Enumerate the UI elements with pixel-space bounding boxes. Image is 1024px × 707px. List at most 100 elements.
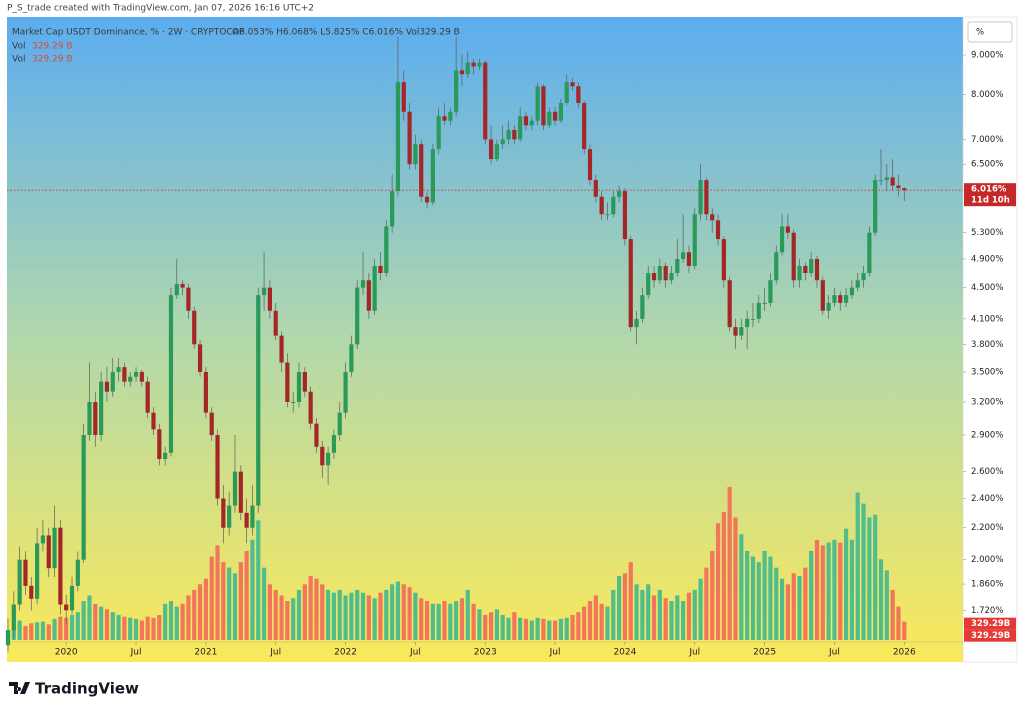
volume-bar xyxy=(145,616,150,640)
volume-bar xyxy=(390,584,395,640)
volume-bar xyxy=(75,612,80,640)
volume-bar xyxy=(558,618,563,640)
candle-body xyxy=(762,302,767,304)
volume-bar xyxy=(494,609,499,640)
candle-body xyxy=(337,412,342,436)
candle-body xyxy=(314,423,319,447)
candle-body xyxy=(448,111,453,121)
candle-body xyxy=(698,180,703,215)
candle-body xyxy=(390,191,395,227)
y-tick-label: 4.100% xyxy=(971,314,1003,324)
candle-body xyxy=(17,559,22,605)
volume-bar xyxy=(785,584,790,640)
candle-body xyxy=(436,116,441,150)
volume-bar xyxy=(873,514,878,640)
volume-bar xyxy=(401,584,406,640)
candle-body xyxy=(413,144,418,165)
volume-bar xyxy=(547,620,552,640)
candle-body xyxy=(145,381,150,413)
x-tick-label: 2023 xyxy=(474,648,497,658)
volume-bar xyxy=(855,492,860,640)
candle-body xyxy=(459,70,465,75)
candle-body xyxy=(157,429,162,460)
candle-body xyxy=(261,287,267,296)
candle-body xyxy=(203,371,208,413)
candle-body xyxy=(116,367,121,372)
volume-bar xyxy=(692,589,697,640)
candle-body xyxy=(64,604,69,611)
watermark: P_S_trade created with TradingView.com, … xyxy=(7,4,314,14)
candle-body xyxy=(477,62,482,67)
y-tick-label: 9.000% xyxy=(971,51,1003,61)
volume-bar xyxy=(232,573,238,640)
volume-bar xyxy=(599,603,604,640)
volume-bar xyxy=(203,578,208,640)
candle-body xyxy=(884,177,889,181)
candle-body xyxy=(75,559,80,586)
volume-bar xyxy=(58,616,63,640)
candle-body xyxy=(745,318,750,328)
volume-tag xyxy=(964,617,1016,630)
candle-body xyxy=(128,376,133,382)
candle-body xyxy=(518,116,523,140)
candle-body xyxy=(727,280,732,328)
volume-bar xyxy=(593,595,598,640)
legend-title: Market Cap USDT Dominance, % · 2W · CRYP… xyxy=(12,28,245,38)
candle-body xyxy=(320,446,325,466)
volume-bar xyxy=(617,575,622,640)
volume-bar xyxy=(896,606,901,640)
scale-button[interactable]: % xyxy=(976,28,984,38)
legend-values: O6.053% H6.068% L5.825% C6.016% Vol329.2… xyxy=(232,28,460,38)
candle-body xyxy=(52,527,57,569)
candle-body xyxy=(407,111,412,165)
price-axis xyxy=(962,16,1018,663)
candle-body xyxy=(40,535,46,544)
candle-body xyxy=(192,310,197,345)
candle-body xyxy=(896,185,901,189)
volume-bar xyxy=(582,606,587,640)
volume-bar xyxy=(69,614,75,640)
y-tick-label: 2.400% xyxy=(971,494,1003,504)
candle-body xyxy=(593,180,598,197)
last-price-label: 6.016% xyxy=(971,185,1007,195)
candle-body xyxy=(186,287,191,311)
candle-body xyxy=(838,295,843,303)
y-tick-label: 8.000% xyxy=(971,90,1003,100)
candle-body xyxy=(622,191,628,240)
volume-bar xyxy=(40,621,46,640)
volume-bar xyxy=(541,618,546,640)
volume-bar xyxy=(488,612,494,640)
candle-body xyxy=(547,111,552,126)
candle-body xyxy=(774,252,779,281)
candle-body xyxy=(326,452,331,466)
y-tick-label: 1.860% xyxy=(971,580,1003,590)
candle-body xyxy=(81,435,86,560)
candle-body xyxy=(133,371,139,377)
candle-body xyxy=(308,391,313,424)
volume-bar xyxy=(267,584,272,640)
candle-body xyxy=(302,371,307,392)
volume-bar xyxy=(843,528,849,640)
scale-button-frame[interactable] xyxy=(967,21,1013,43)
volume-bar xyxy=(64,617,69,640)
volume-bar xyxy=(261,567,267,640)
volume-bar xyxy=(884,570,889,640)
brand-logo xyxy=(9,682,30,694)
candle-body xyxy=(349,344,354,372)
candle-body xyxy=(279,335,284,363)
volume-bar xyxy=(314,578,319,640)
candle-body xyxy=(681,252,686,260)
volume-bar xyxy=(99,606,104,640)
candle-body xyxy=(488,139,494,160)
volume-bar xyxy=(244,550,249,640)
y-tick-label: 5.300% xyxy=(971,228,1003,238)
candle-body xyxy=(605,214,610,216)
volume-bar xyxy=(296,589,302,640)
volume-bar xyxy=(29,623,34,640)
candle-body xyxy=(104,381,110,392)
candle-body xyxy=(756,302,761,319)
candle-body xyxy=(291,401,296,403)
volume-bar xyxy=(465,589,470,640)
volume-bar xyxy=(500,614,505,640)
